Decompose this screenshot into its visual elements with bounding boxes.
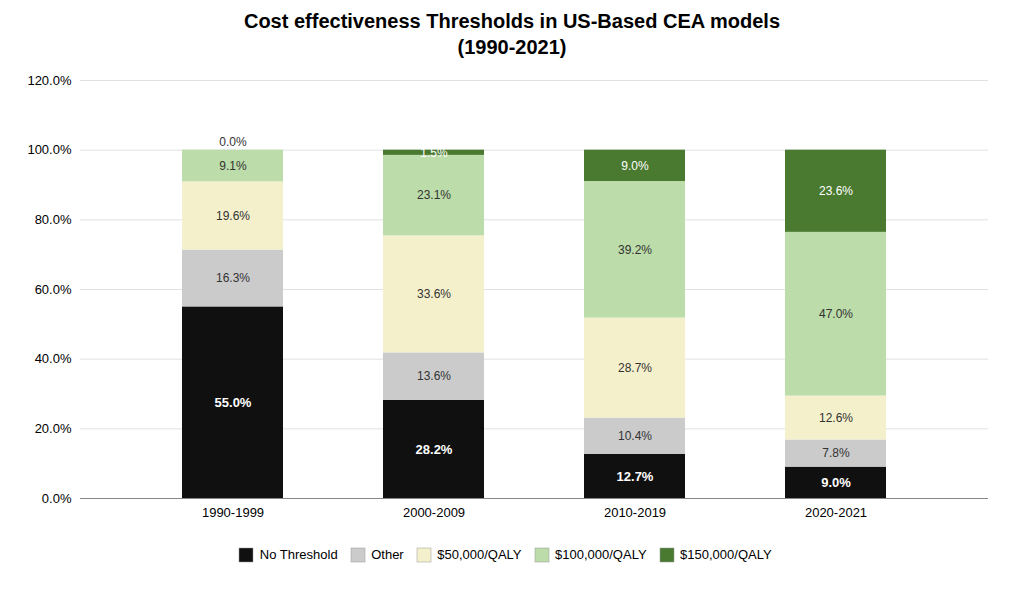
- svg-text:7.8%: 7.8%: [822, 446, 850, 460]
- svg-text:1990-1999: 1990-1999: [202, 505, 264, 520]
- svg-text:12.7%: 12.7%: [617, 469, 654, 484]
- svg-text:60.0%: 60.0%: [35, 282, 72, 297]
- html-text:Cost effectiveness Thresholds: Cost effectiveness Thresholds in US-Base…: [244, 10, 780, 32]
- svg-text:20.0%: 20.0%: [35, 421, 72, 436]
- html-text:Other: Other: [371, 547, 404, 562]
- svg-text:10.4%: 10.4%: [618, 429, 652, 443]
- svg-text:19.6%: 19.6%: [216, 209, 250, 223]
- svg-text:100.0%: 100.0%: [27, 142, 72, 157]
- html-text:(1990-2021): (1990-2021): [457, 36, 567, 58]
- svg-text:33.6%: 33.6%: [417, 287, 451, 301]
- svg-text:9.0%: 9.0%: [621, 159, 649, 173]
- svg-text:120.0%: 120.0%: [27, 73, 72, 88]
- html-text:No Threshold: No Threshold: [259, 547, 338, 562]
- svg-text:2010-2019: 2010-2019: [604, 505, 666, 520]
- html-text:$150,000/QALY: $150,000/QALY: [680, 547, 772, 562]
- svg-text:23.1%: 23.1%: [417, 188, 451, 202]
- svg-text:9.1%: 9.1%: [219, 159, 247, 173]
- svg-text:2020-2021: 2020-2021: [805, 505, 867, 520]
- svg-text:23.6%: 23.6%: [819, 184, 853, 198]
- svg-text:28.2%: 28.2%: [416, 442, 453, 457]
- svg-text:47.0%: 47.0%: [819, 307, 853, 321]
- html-text:$50,000/QALY: $50,000/QALY: [437, 547, 522, 562]
- svg-text:13.6%: 13.6%: [417, 369, 451, 383]
- html-text:$100,000/QALY: $100,000/QALY: [555, 547, 647, 562]
- svg-text:55.0%: 55.0%: [215, 395, 252, 410]
- svg-text:28.7%: 28.7%: [618, 361, 652, 375]
- svg-text:9.0%: 9.0%: [821, 475, 851, 490]
- svg-text:0.0%: 0.0%: [42, 491, 72, 506]
- svg-text:12.6%: 12.6%: [819, 411, 853, 425]
- svg-text:16.3%: 16.3%: [216, 271, 250, 285]
- svg-text:40.0%: 40.0%: [35, 351, 72, 366]
- svg-text:1.5%: 1.5%: [420, 146, 448, 160]
- svg-text:80.0%: 80.0%: [35, 212, 72, 227]
- svg-text:0.0%: 0.0%: [219, 135, 247, 149]
- svg-text:39.2%: 39.2%: [618, 243, 652, 257]
- svg-text:2000-2009: 2000-2009: [403, 505, 465, 520]
